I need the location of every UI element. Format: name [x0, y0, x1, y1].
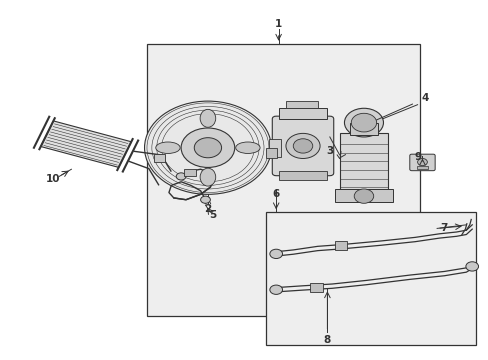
Text: 9: 9	[413, 152, 420, 162]
Bar	[349, 123, 377, 135]
Circle shape	[417, 158, 427, 166]
Circle shape	[269, 249, 282, 258]
Circle shape	[176, 173, 185, 180]
Text: 5: 5	[209, 210, 216, 220]
Bar	[334, 241, 346, 250]
Text: 8: 8	[323, 334, 330, 345]
Bar	[278, 108, 327, 119]
Circle shape	[285, 134, 320, 158]
Circle shape	[144, 101, 271, 194]
Bar	[266, 212, 475, 345]
Ellipse shape	[200, 109, 215, 127]
Bar	[147, 44, 419, 316]
Bar	[334, 189, 392, 202]
Text: 7: 7	[440, 224, 447, 233]
Text: 6: 6	[272, 189, 279, 199]
Bar	[268, 139, 281, 157]
Circle shape	[350, 113, 376, 132]
Circle shape	[353, 189, 373, 203]
Bar	[416, 166, 427, 169]
Circle shape	[344, 108, 383, 137]
Bar	[154, 154, 164, 162]
Bar	[339, 134, 387, 191]
Bar	[285, 101, 317, 108]
Bar	[183, 169, 195, 176]
Polygon shape	[41, 121, 131, 167]
Bar	[310, 283, 322, 292]
Circle shape	[181, 128, 234, 167]
Circle shape	[200, 196, 210, 203]
Ellipse shape	[156, 142, 180, 153]
Text: 1: 1	[274, 19, 282, 29]
Circle shape	[269, 285, 282, 294]
Text: 10: 10	[45, 174, 60, 184]
Bar	[278, 171, 327, 180]
Text: 3: 3	[325, 146, 333, 156]
Circle shape	[194, 138, 221, 158]
FancyBboxPatch shape	[409, 154, 434, 171]
Text: 4: 4	[420, 93, 427, 103]
Circle shape	[465, 262, 478, 271]
Circle shape	[293, 139, 312, 153]
Ellipse shape	[200, 168, 215, 186]
Bar	[266, 148, 277, 158]
Ellipse shape	[235, 142, 260, 153]
Text: 2: 2	[204, 204, 211, 215]
FancyBboxPatch shape	[272, 116, 333, 176]
